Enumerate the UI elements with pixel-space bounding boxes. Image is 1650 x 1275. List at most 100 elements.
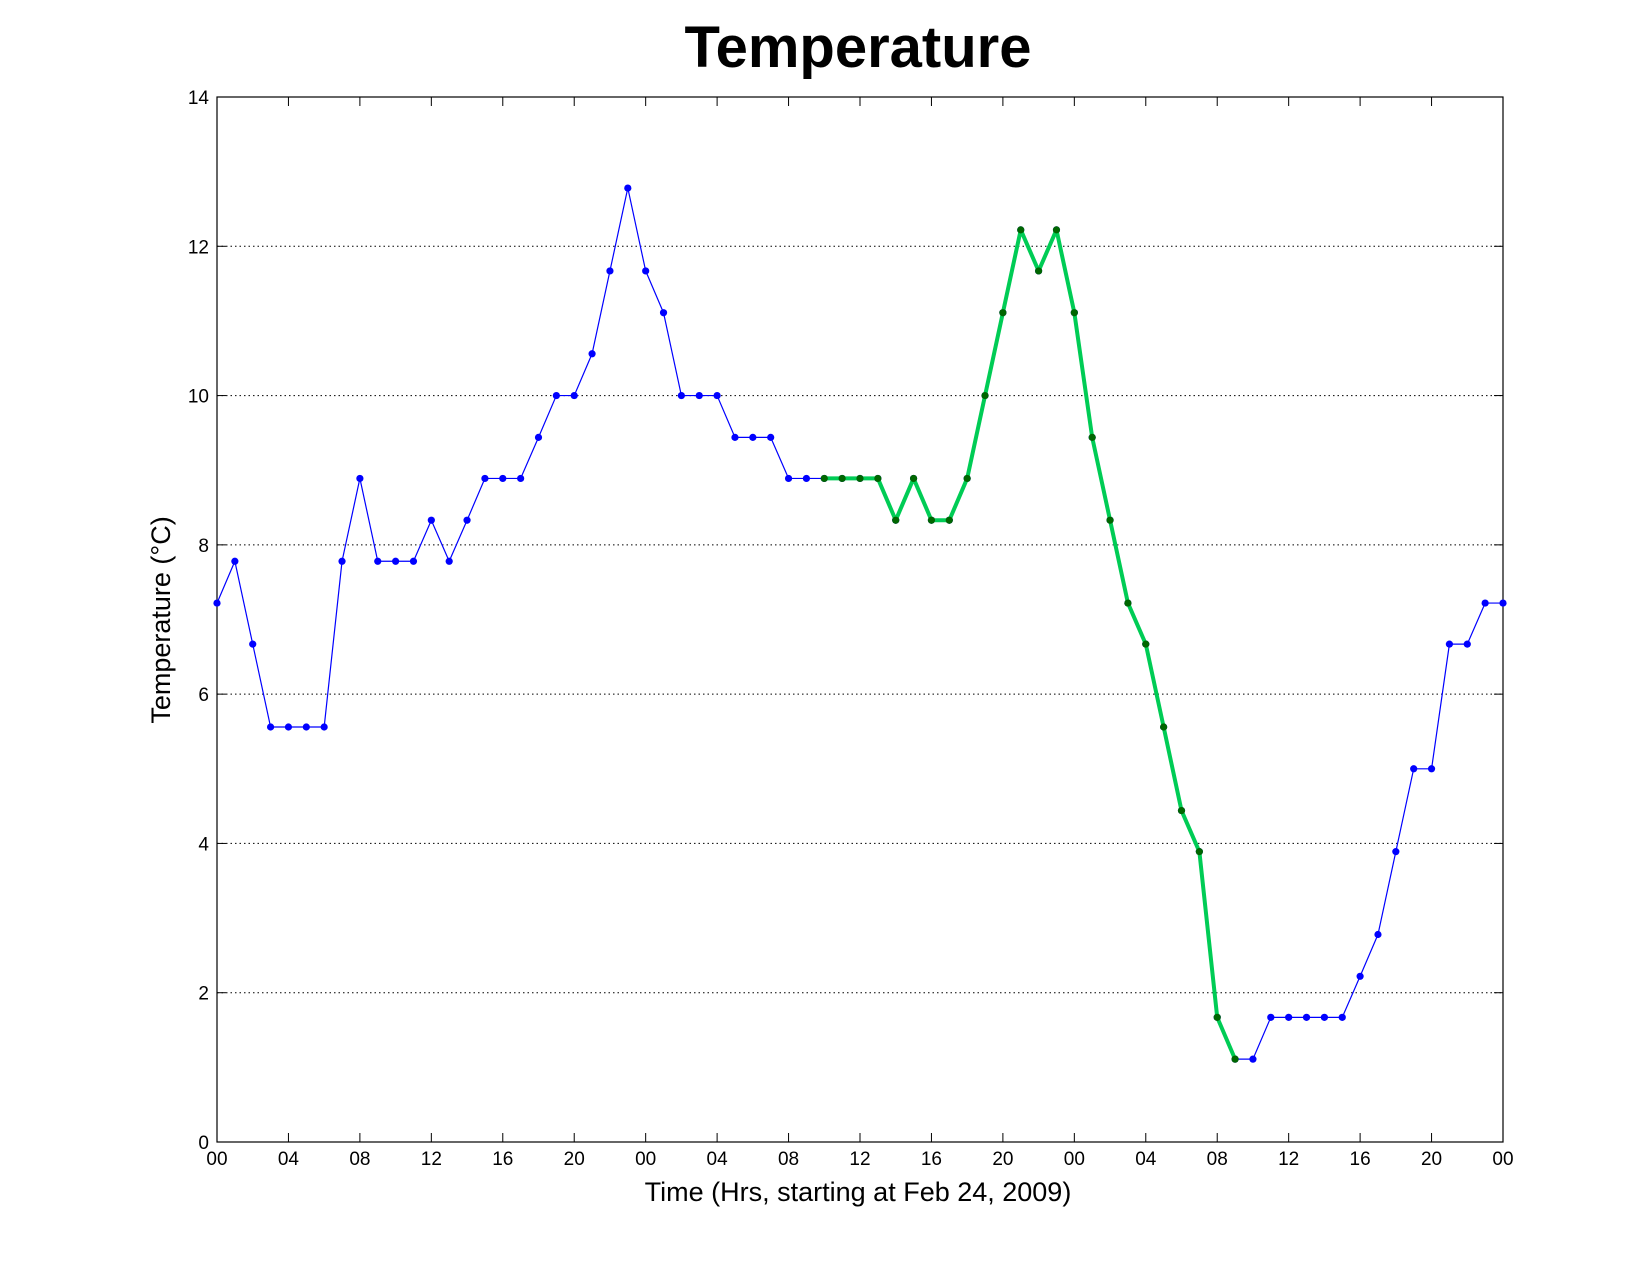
x-tick-label: 00 xyxy=(1064,1149,1085,1170)
series-all-line xyxy=(216,187,1503,1060)
y-tick-label: 14 xyxy=(188,88,210,109)
series-all-point xyxy=(445,557,453,565)
series-highlighted-point xyxy=(909,474,918,483)
series-all-point xyxy=(499,474,507,483)
series-highlighted-point xyxy=(1213,1013,1221,1021)
series-all-point xyxy=(320,723,328,731)
series-all-point xyxy=(606,267,614,275)
x-tick-label: 12 xyxy=(421,1149,442,1170)
series-highlighted-point xyxy=(1106,516,1114,524)
series-highlighted-point xyxy=(1035,267,1043,275)
series-highlighted xyxy=(820,226,1239,1063)
series-all-point xyxy=(642,267,650,275)
series-highlighted-point xyxy=(1177,806,1186,815)
grid-lines xyxy=(217,245,1503,994)
series-all-point xyxy=(1427,765,1436,773)
series-all-point xyxy=(374,557,382,565)
x-tick-label: 04 xyxy=(707,1149,729,1170)
x-tick-label: 08 xyxy=(1207,1149,1228,1170)
series-all-point xyxy=(713,391,721,400)
series-all-point xyxy=(784,474,793,483)
series-all-point xyxy=(392,557,400,565)
x-tick-label: 20 xyxy=(564,1149,585,1170)
series-highlighted-point xyxy=(838,474,846,483)
series-all-point xyxy=(427,516,435,524)
x-tick-labels: 00 04 08 12 16 20 00 04 08 12 16 20 00 04 08 12 16 20 00 xyxy=(206,1149,1513,1170)
y-tick-label: 8 xyxy=(198,536,209,557)
series-highlighted-point xyxy=(1231,1055,1239,1063)
series-all-point xyxy=(1356,972,1364,980)
series-all-point xyxy=(266,723,275,731)
y-tick-label: 12 xyxy=(188,237,209,258)
series-all-point xyxy=(231,557,239,565)
series-highlighted-point xyxy=(999,309,1007,317)
series-all-point xyxy=(517,474,525,483)
series-highlighted-point xyxy=(1052,226,1061,234)
series-all-point xyxy=(767,433,775,441)
series-all-point xyxy=(1410,765,1418,773)
series-all-point xyxy=(570,391,578,400)
series-all-point xyxy=(1302,1013,1311,1021)
series-highlighted-point xyxy=(856,474,864,483)
series-highlighted-line xyxy=(824,227,1237,1060)
series-all-point xyxy=(1463,640,1471,648)
x-tick-label: 16 xyxy=(492,1149,513,1170)
series-all-point xyxy=(1338,1013,1346,1021)
series-all-point xyxy=(731,433,739,441)
x-tick-label: 00 xyxy=(1492,1149,1513,1170)
series-all-point xyxy=(749,433,757,441)
series-all-point xyxy=(409,557,418,565)
series-all-point xyxy=(356,474,364,483)
x-tick-label: 00 xyxy=(206,1149,227,1170)
series-all-point xyxy=(213,599,221,607)
series-all-point xyxy=(302,723,310,731)
axis-ticks xyxy=(216,96,1504,1143)
series-highlighted-point xyxy=(1017,226,1025,234)
series-all-point xyxy=(481,474,489,483)
series-highlighted-point xyxy=(1195,848,1203,856)
series-highlighted-point xyxy=(927,516,936,524)
series-all-point xyxy=(1249,1055,1257,1063)
series-all-point xyxy=(534,433,543,441)
x-tick-label: 08 xyxy=(778,1149,799,1170)
x-tick-label: 12 xyxy=(1278,1149,1299,1170)
series-all-point xyxy=(695,391,703,400)
series-highlighted-point xyxy=(1124,599,1132,607)
series-highlighted-point xyxy=(1142,640,1150,648)
x-tick-label: 20 xyxy=(1421,1149,1442,1170)
series-all-point xyxy=(463,516,471,524)
series-highlighted-point xyxy=(981,391,989,400)
series-highlighted-point xyxy=(1088,433,1096,441)
data-series xyxy=(213,184,1507,1063)
series-all-point xyxy=(1445,640,1454,648)
y-tick-label: 2 xyxy=(198,984,209,1005)
x-tick-label: 00 xyxy=(635,1149,656,1170)
series-all-point xyxy=(552,391,560,400)
series-highlighted-point xyxy=(820,474,828,483)
series-all-point xyxy=(1374,930,1382,939)
series-all-point xyxy=(677,391,685,400)
y-axis-label: Temperature (°C) xyxy=(146,516,176,723)
series-all-point xyxy=(1320,1013,1328,1021)
chart-title: Temperature xyxy=(684,15,1031,80)
series-all-point xyxy=(284,723,293,731)
x-tick-label: 08 xyxy=(349,1149,370,1170)
x-tick-label: 12 xyxy=(849,1149,870,1170)
series-all-point xyxy=(659,309,668,317)
series-all-point xyxy=(1267,1013,1275,1021)
series-highlighted-point xyxy=(892,516,900,524)
series-all-point xyxy=(1285,1013,1293,1021)
x-tick-label: 04 xyxy=(1135,1149,1157,1170)
y-tick-label: 10 xyxy=(188,387,209,408)
x-tick-label: 04 xyxy=(278,1149,300,1170)
x-tick-label: 16 xyxy=(1350,1149,1371,1170)
y-tick-label: 6 xyxy=(198,685,209,706)
series-all-point xyxy=(802,474,811,483)
series-all-point xyxy=(338,557,346,565)
series-all xyxy=(213,184,1507,1063)
x-axis-label: Time (Hrs, starting at Feb 24, 2009) xyxy=(645,1177,1072,1207)
series-highlighted-point xyxy=(874,474,882,483)
series-highlighted-point xyxy=(1070,309,1078,317)
series-all-point xyxy=(1392,848,1400,856)
x-tick-label: 16 xyxy=(921,1149,942,1170)
